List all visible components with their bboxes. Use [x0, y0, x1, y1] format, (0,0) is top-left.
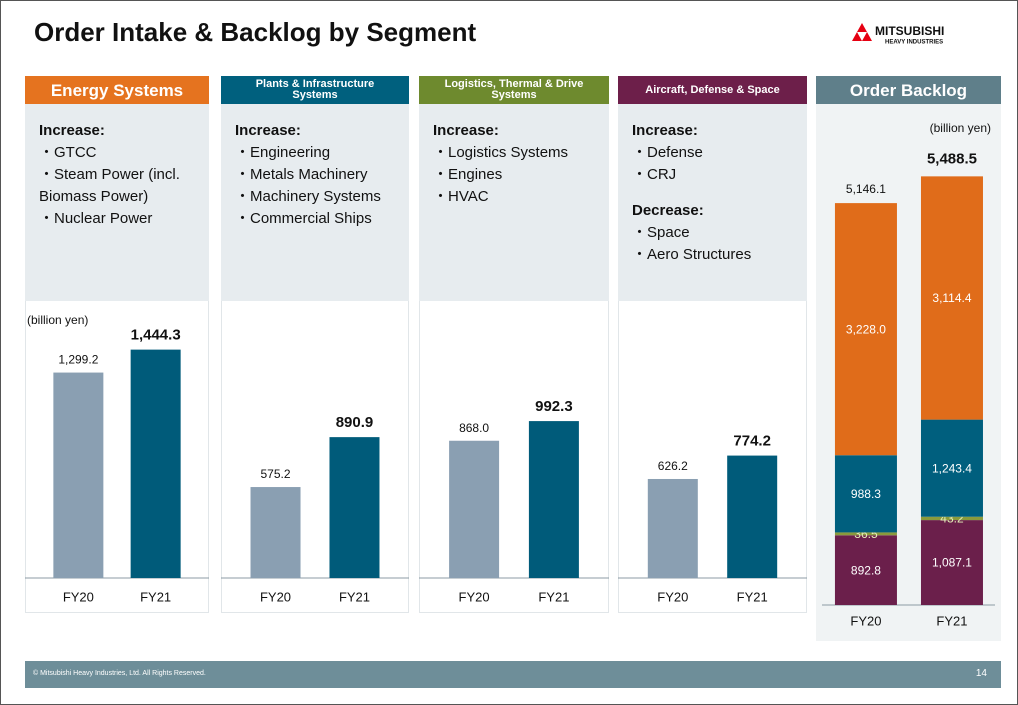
note-item: ・Nuclear Power	[39, 210, 153, 227]
note-heading: Increase:	[39, 122, 105, 139]
x-tick-label: FY20	[850, 613, 881, 628]
bar-segment	[834, 532, 897, 536]
logo-mark	[857, 23, 867, 32]
note-item: ・Commercial Ships	[235, 210, 372, 227]
x-tick-label: FY21	[140, 589, 171, 604]
note-item: ・GTCC	[39, 144, 97, 161]
bar-segment	[920, 176, 983, 420]
segment-label: 3,114.4	[932, 291, 971, 305]
note-item: ・Logistics Systems	[433, 144, 569, 161]
value-label: 575.2	[261, 467, 291, 481]
bar-segment	[920, 516, 983, 521]
note-item: ・Engines	[433, 166, 503, 183]
x-tick-label: FY20	[260, 589, 291, 604]
note-group: Decrease: ・Space ・Aero Structures	[632, 200, 799, 266]
bar	[647, 478, 698, 578]
note-group: Increase: ・Logistics Systems ・Engines ・HVAC	[433, 120, 601, 208]
panel-header: Plants & Infrastructure Systems	[221, 76, 409, 104]
bar	[53, 372, 104, 578]
note-item: ・Space	[632, 224, 690, 241]
bar	[727, 455, 778, 578]
x-tick-label: FY21	[538, 589, 569, 604]
segment-label: 892.8	[851, 563, 881, 577]
page-title: Order Intake & Backlog by Segment	[34, 17, 477, 47]
x-tick-label: FY21	[936, 613, 967, 628]
value-label: 992.3	[535, 398, 573, 415]
note-group: Increase: ・Engineering ・Metals Machinery ・M…	[235, 120, 401, 230]
panel-header: Energy Systems	[25, 76, 209, 104]
bar	[528, 421, 579, 578]
note-item: ・Defense	[632, 144, 703, 161]
unit-label: (billion yen)	[27, 313, 88, 327]
notes-box: Increase: ・Engineering ・Metals Machinery ・M…	[221, 104, 409, 301]
note-item: ・HVAC	[433, 188, 489, 205]
note-group: Increase: ・Defense ・CRJ	[632, 120, 799, 186]
bar-segment	[834, 455, 897, 533]
bar	[130, 349, 181, 578]
unit-label: (billion yen)	[930, 121, 991, 135]
panel-lower	[25, 301, 209, 613]
notes-box: Increase: ・Defense ・CRJ Decrease: ・Space ・Aer…	[618, 104, 807, 301]
bar	[329, 437, 380, 578]
panel-lower	[618, 301, 807, 613]
panel-lower	[419, 301, 609, 613]
note-heading: Increase:	[235, 122, 301, 139]
footer-text: © Mitsubishi Heavy Industries, Ltd. All …	[33, 670, 206, 677]
panel-header: Order Backlog	[816, 76, 1001, 104]
note-item: ・Steam Power (incl. Biomass Power)	[39, 166, 180, 205]
note-item: ・CRJ	[632, 166, 677, 183]
bar-segment	[920, 520, 983, 605]
x-tick-label: FY21	[339, 589, 370, 604]
x-tick-label: FY20	[459, 589, 490, 604]
value-label: 890.9	[336, 414, 374, 431]
note-item: ・Metals Machinery	[235, 166, 368, 183]
value-label: 1,299.2	[58, 353, 98, 367]
value-label: 1,444.3	[131, 327, 181, 344]
panel-header: Logistics, Thermal & Drive Systems	[419, 76, 609, 104]
x-tick-label: FY21	[737, 589, 768, 604]
segment-label: 3,228.0	[846, 322, 886, 336]
logo-mark	[852, 32, 862, 41]
x-tick-label: FY20	[657, 589, 688, 604]
bar-segment	[920, 419, 983, 517]
bar-segment	[834, 535, 897, 605]
notes-box: Increase: ・Logistics Systems ・Engines ・HVAC	[419, 104, 609, 301]
total-label: 5,488.5	[927, 150, 977, 167]
footer-bar: © Mitsubishi Heavy Industries, Ltd. All …	[25, 661, 1001, 688]
logo-text: MITSUBISHI	[875, 24, 944, 38]
x-tick-label: FY20	[63, 589, 94, 604]
value-label: 774.2	[733, 433, 771, 450]
notes-box: Increase: ・GTCC ・Steam Power (incl. Biomas…	[25, 104, 209, 301]
total-label: 5,146.1	[846, 182, 886, 196]
value-label: 868.0	[459, 421, 489, 435]
segment-label: 988.3	[851, 487, 881, 501]
segment-label: 1,087.1	[932, 556, 972, 570]
panel-header: Aircraft, Defense & Space	[618, 76, 807, 104]
segment-label: 1,243.4	[932, 461, 972, 475]
bar	[250, 487, 301, 578]
bar-segment	[834, 203, 897, 456]
note-heading: Increase:	[632, 122, 698, 139]
note-item: ・Engineering	[235, 144, 331, 161]
note-heading: Decrease:	[632, 202, 704, 219]
value-label: 626.2	[658, 459, 688, 473]
logo-mark	[862, 32, 872, 41]
logo-subtext: HEAVY INDUSTRIES	[885, 40, 943, 46]
note-item: ・Aero Structures	[632, 246, 752, 263]
bar	[449, 440, 500, 578]
page-number: 14	[975, 668, 987, 679]
panel-lower	[221, 301, 409, 613]
note-group: Increase: ・GTCC ・Steam Power (incl. Biomas…	[39, 120, 201, 230]
note-item: ・Machinery Systems	[235, 188, 381, 205]
note-heading: Increase:	[433, 122, 499, 139]
